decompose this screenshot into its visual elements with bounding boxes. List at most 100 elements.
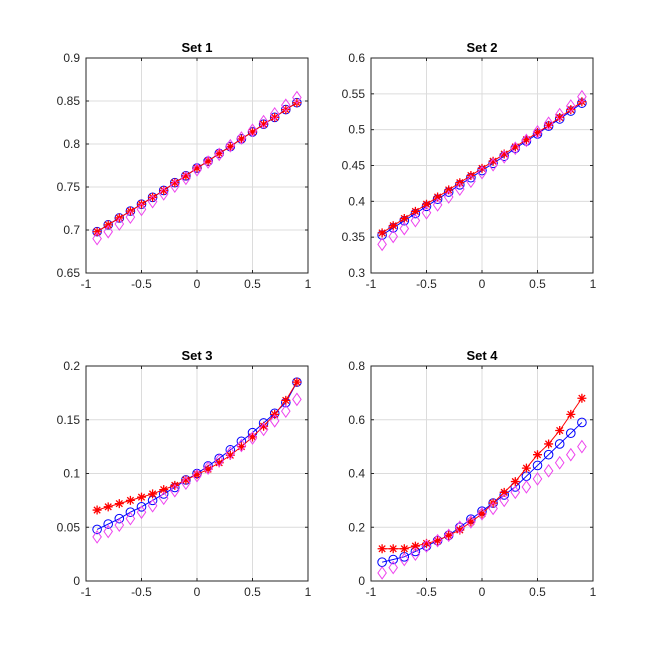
data-point-diamond (147, 194, 158, 209)
data-point-star (544, 120, 554, 130)
x-tick-label: 0 (194, 585, 201, 599)
data-point-circle (532, 460, 543, 471)
series-3 (377, 89, 587, 252)
data-point-diamond (136, 505, 147, 520)
data-point-diamond (192, 162, 202, 177)
data-point-diamond (488, 157, 498, 172)
panel-set-1: -1 -0.5 0 0.5 1 0.65 0.7 0.75 0.8 0.85 0.9 Set 1 (57, 40, 312, 291)
data-point-diamond (114, 518, 125, 532)
data-point-star (410, 541, 420, 551)
data-point-diamond (577, 439, 587, 454)
data-point-diamond (181, 171, 191, 186)
x-tick-label: -1 (366, 277, 377, 291)
data-point-star (236, 134, 246, 144)
x-tick-label: -0.5 (416, 277, 437, 291)
data-point-star (214, 458, 224, 468)
data-point-diamond (388, 229, 399, 244)
data-point-star (259, 119, 269, 129)
panel-title: Set 2 (466, 40, 497, 55)
data-point-diamond (521, 133, 532, 148)
data-point-diamond (488, 501, 498, 516)
data-point-diamond (236, 131, 247, 145)
y-tick-label: 0.6 (348, 413, 365, 427)
data-point-diamond (432, 198, 443, 212)
data-point-diamond (92, 231, 102, 246)
data-point-diamond (554, 107, 565, 122)
data-point-diamond (247, 123, 258, 138)
data-point-diamond (292, 90, 302, 105)
y-tick-label: 0.8 (63, 137, 80, 151)
data-point-star (399, 214, 409, 224)
x-tick-label: -1 (366, 585, 377, 599)
panel-set-2: -1 -0.5 0 0.5 1 0.3 0.35 0.4 0.45 0.5 0.55 0.6 Set 2 (342, 40, 597, 291)
series-3 (92, 90, 302, 246)
data-point-diamond (432, 533, 443, 548)
data-point-star (555, 112, 565, 122)
data-point-star (422, 538, 431, 548)
data-point-star (388, 544, 398, 554)
data-point-star (92, 227, 102, 237)
data-point-diamond (158, 187, 169, 201)
data-point-diamond (280, 404, 291, 419)
data-point-diamond (147, 498, 158, 513)
data-point-star (92, 505, 102, 515)
data-point-circle (114, 513, 125, 524)
data-point-diamond (577, 89, 587, 104)
data-point-diamond (532, 472, 543, 486)
data-point-diamond (269, 107, 280, 121)
data-point-diamond (92, 530, 102, 544)
data-point-star (148, 192, 158, 202)
data-point-star (444, 530, 454, 540)
data-point-star (510, 477, 520, 487)
x-tick-label: 0 (479, 585, 486, 599)
data-point-star (410, 206, 420, 216)
data-point-diamond (466, 174, 476, 189)
x-tick-label: 0 (479, 277, 486, 291)
data-point-diamond (158, 491, 169, 506)
data-point-diamond (510, 141, 521, 156)
y-tick-label: 0.5 (348, 123, 365, 137)
x-tick-label: 1 (590, 585, 597, 599)
data-point-diamond (377, 566, 387, 580)
data-point-star (248, 127, 257, 137)
data-point-star (181, 171, 191, 181)
data-point-star (577, 393, 587, 403)
data-point-circle (136, 502, 147, 512)
data-point-diamond (258, 422, 269, 437)
data-point-star (477, 163, 487, 173)
series-2 (377, 97, 587, 238)
data-point-diamond (225, 138, 236, 153)
data-point-diamond (103, 224, 114, 239)
y-tick-label: 0.15 (57, 413, 81, 427)
data-point-diamond (236, 438, 247, 453)
data-point-star (225, 142, 235, 152)
data-point-star (422, 199, 431, 209)
data-point-star (203, 464, 213, 474)
y-tick-label: 0.8 (348, 359, 365, 373)
y-tick-label: 0.2 (348, 520, 365, 534)
data-point-diamond (399, 552, 410, 567)
data-point-circle (92, 524, 102, 535)
data-point-star (103, 220, 113, 230)
data-point-star (137, 492, 146, 502)
data-point-diamond (499, 493, 510, 508)
x-tick-label: 0.5 (529, 277, 546, 291)
data-point-diamond (280, 98, 291, 113)
data-point-diamond (388, 560, 399, 575)
y-tick-label: 0.7 (63, 223, 80, 237)
y-tick-label: 0.3 (348, 266, 365, 280)
x-tick-label: 1 (590, 277, 597, 291)
x-tick-label: -0.5 (416, 585, 437, 599)
x-tick-label: -1 (81, 585, 92, 599)
data-point-diamond (443, 190, 454, 204)
data-point-star (521, 135, 531, 145)
data-point-star (248, 432, 257, 442)
data-point-star (521, 463, 531, 473)
data-point-star (510, 142, 520, 152)
data-point-diamond (454, 520, 465, 535)
data-point-star (577, 97, 587, 107)
data-point-diamond (269, 413, 280, 428)
data-point-circle (543, 449, 554, 460)
data-point-star (270, 112, 280, 122)
data-point-star (192, 163, 202, 173)
